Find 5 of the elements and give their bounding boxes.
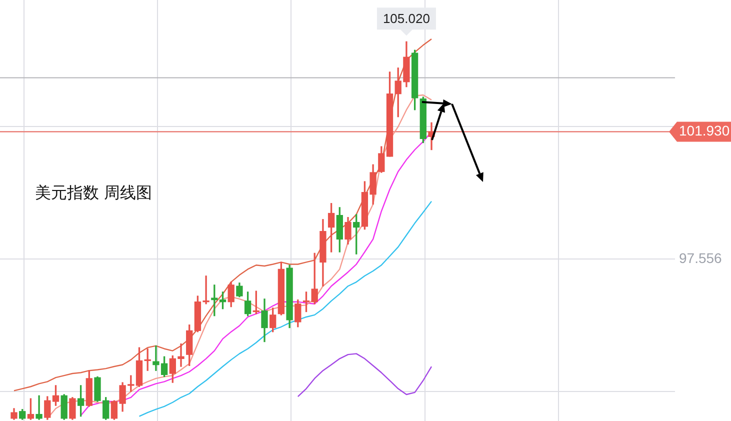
annotation: 105.020	[382, 11, 430, 26]
candlestick	[36, 395, 42, 420]
y-tick-label: 101.930	[679, 122, 730, 139]
y-tick-label: 97.556	[679, 250, 722, 266]
text: 美元指数 周线图	[35, 183, 152, 204]
